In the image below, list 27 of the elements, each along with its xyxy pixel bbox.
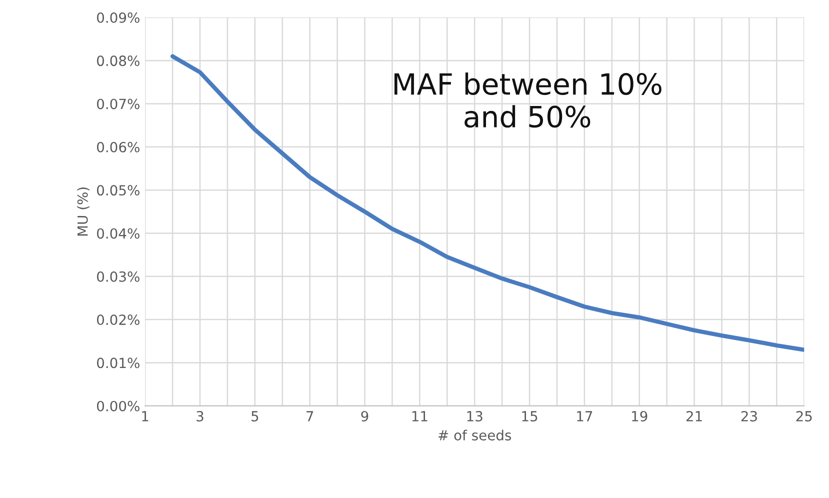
x-tick-label: 19 — [632, 410, 648, 422]
x-tick-label: 21 — [686, 410, 702, 422]
y-tick-label: 0.05% — [97, 185, 140, 196]
x-tick-label: 5 — [252, 411, 258, 422]
x-tick-label: 15 — [522, 411, 538, 422]
y-tick-label: 0.09% — [97, 12, 140, 23]
line-series — [170, 54, 804, 352]
y-tick-label: 0.03% — [97, 271, 140, 282]
x-tick-label: 23 — [741, 410, 757, 422]
x-tick-label: 11 — [412, 411, 428, 422]
y-tick-label: 0.02% — [97, 314, 140, 326]
x-tick-label: 1 — [142, 411, 148, 422]
x-tick-label: 7 — [306, 411, 314, 422]
y-tick-label: 0.00% — [97, 400, 140, 412]
y-tick-label: 0.01% — [97, 358, 140, 368]
y-tick-label: 0.08% — [97, 56, 140, 66]
annotation: MAF between 10% and 50% — [394, 72, 662, 128]
x-tick-label: 13 — [467, 410, 482, 422]
y-axis-title: MU (%) — [77, 188, 90, 236]
x-tick-label: 17 — [577, 411, 592, 422]
y-tick-label: 0.06% — [97, 142, 140, 152]
x-tick-label: 9 — [361, 410, 368, 422]
y-tick-label: 0.04% — [97, 228, 140, 239]
x-tick-label: 25 — [796, 410, 812, 422]
y-tick-label: 0.07% — [97, 98, 140, 110]
x-tick-label: 3 — [196, 410, 204, 422]
x-axis-title: # of seeds — [438, 430, 512, 440]
